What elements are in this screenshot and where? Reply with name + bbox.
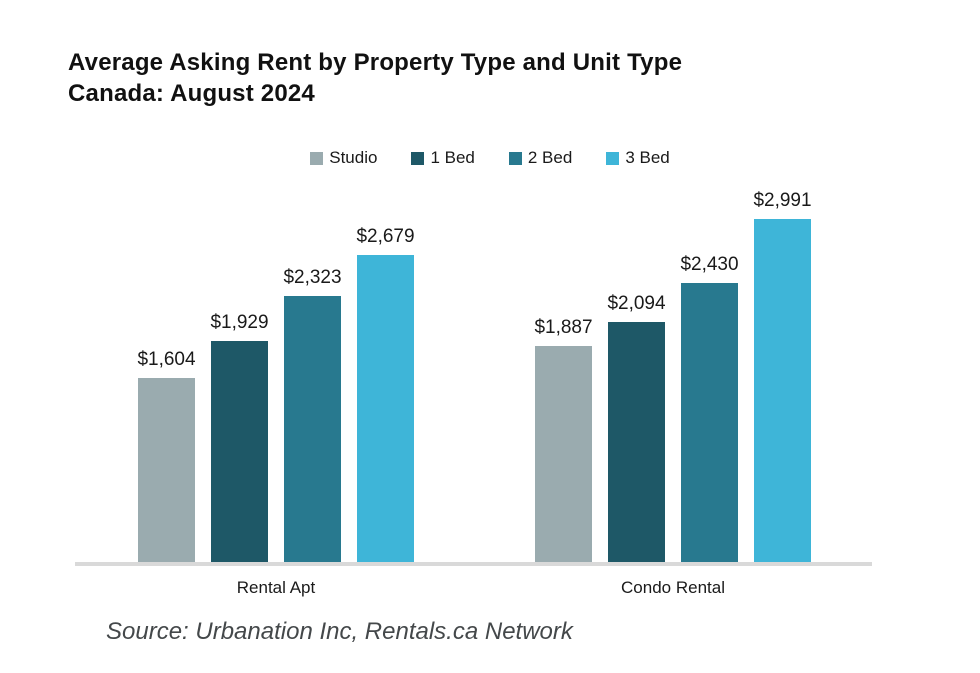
source-attribution: Source: Urbanation Inc, Rentals.ca Netwo… (106, 618, 573, 645)
legend-label: 3 Bed (625, 148, 670, 167)
bar-col: $2,430 (680, 254, 739, 562)
bar-col: $1,887 (534, 317, 593, 562)
legend-label: Studio (329, 148, 378, 167)
bar-2-bed-condo-rental (681, 283, 738, 562)
legend-swatch-icon (411, 151, 425, 165)
bar-1-bed-rental-apt (211, 341, 268, 562)
legend: Studio 1 Bed 2 Bed 3 Bed (0, 148, 980, 168)
bar-col: $2,991 (753, 190, 812, 562)
plot-area: Rental Apt Condo Rental $1,604 $1,929 $2,3… (75, 180, 872, 597)
chart-title-line2: Canada: August 2024 (68, 80, 315, 107)
bar-value-label: $1,604 (137, 349, 196, 370)
bar-col: $2,679 (356, 226, 415, 562)
legend-item-studio: Studio (310, 148, 377, 168)
bar-value-label: $2,323 (283, 267, 342, 288)
bar-col: $2,094 (607, 293, 666, 562)
legend-swatch-icon (606, 151, 620, 165)
bar-3-bed-condo-rental (754, 219, 811, 562)
bar-value-label: $2,679 (356, 226, 415, 247)
bar-col: $2,323 (283, 267, 342, 562)
bar-col: $1,929 (210, 312, 269, 562)
bar-1-bed-condo-rental (608, 322, 665, 562)
bar-value-label: $2,094 (607, 293, 666, 314)
bar-group-condo-rental: $1,887 $2,094 $2,430 $2,991 (534, 190, 812, 562)
bar-value-label: $2,430 (680, 254, 739, 275)
legend-item-3-bed: 3 Bed (606, 148, 670, 168)
bar-3-bed-rental-apt (357, 255, 414, 562)
legend-label: 1 Bed (430, 148, 475, 167)
bar-col: $1,604 (137, 349, 196, 562)
legend-item-1-bed: 1 Bed (411, 148, 475, 168)
bar-value-label: $2,991 (753, 190, 812, 211)
legend-item-2-bed: 2 Bed (508, 148, 573, 168)
legend-swatch-icon (508, 151, 522, 165)
bar-value-label: $1,887 (534, 317, 593, 338)
bar-studio-rental-apt (138, 378, 195, 562)
legend-swatch-icon (310, 151, 324, 165)
chart-title: Average Asking Rent by Property Type and… (68, 47, 682, 109)
chart-title-line1: Average Asking Rent by Property Type and… (68, 49, 683, 76)
bar-2-bed-rental-apt (284, 296, 341, 562)
legend-label: 2 Bed (527, 148, 573, 167)
category-label-condo-rental: Condo Rental (621, 578, 725, 597)
bar-value-label: $1,929 (210, 312, 269, 333)
x-axis-line (75, 562, 872, 566)
category-label-rental-apt: Rental Apt (236, 578, 316, 597)
bar-studio-condo-rental (535, 346, 592, 562)
bar-group-rental-apt: $1,604 $1,929 $2,323 $2,679 (137, 226, 415, 562)
